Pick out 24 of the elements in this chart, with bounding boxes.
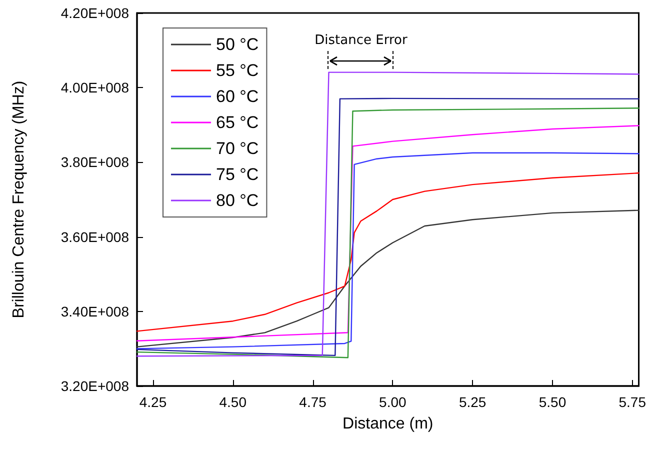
x-tick-label: 4.25 <box>139 394 167 410</box>
x-tick-label: 5.00 <box>379 394 407 410</box>
x-tick-label: 4.50 <box>219 394 247 410</box>
x-tick-label: 5.75 <box>618 394 646 410</box>
y-tick-label: 4.20E+008 <box>60 5 130 21</box>
legend-label: 70 °C <box>216 139 259 158</box>
x-tick-label: 5.50 <box>538 394 566 410</box>
y-tick-label: 3.40E+008 <box>60 303 130 320</box>
y-axis-title: Brillouin Centre Frequency (MHz) <box>10 80 28 318</box>
legend-label: 60 °C <box>216 87 259 106</box>
legend-label: 65 °C <box>216 113 259 132</box>
legend-label: 75 °C <box>216 165 259 184</box>
x-tick-label: 5.25 <box>458 394 486 410</box>
annotation: Distance Error <box>314 33 408 48</box>
legend-label: 80 °C <box>216 191 259 210</box>
x-axis-title: Distance (m) <box>342 416 434 432</box>
legend-label: 55 °C <box>216 61 259 80</box>
legend-label: 50 °C <box>216 35 259 54</box>
y-tick-label: 4.00E+008 <box>60 80 130 96</box>
y-tick-label: 3.60E+008 <box>60 228 130 245</box>
y-tick-label: 3.80E+008 <box>60 154 130 170</box>
line-series <box>136 210 640 348</box>
y-tick-label: 3.20E+008 <box>60 378 130 394</box>
x-tick-label: 4.75 <box>299 394 327 410</box>
